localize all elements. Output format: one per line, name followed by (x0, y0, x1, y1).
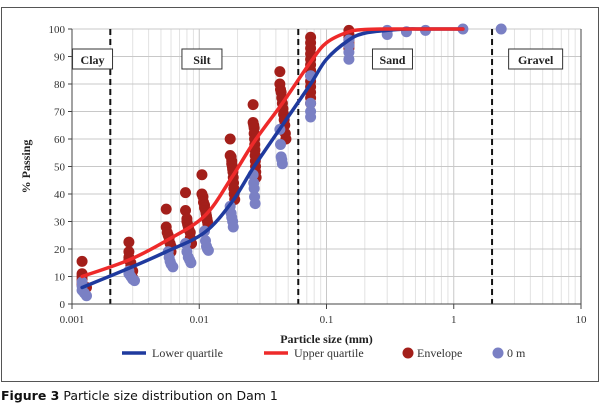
legend-dot-swatch (402, 347, 414, 359)
legend-item-lower-quartile: Lower quartile (122, 346, 223, 360)
data-point (129, 275, 141, 287)
legend-label: 0 m (507, 346, 526, 360)
zone-label-sand: Sand (371, 48, 413, 70)
zone-label-box (371, 48, 413, 70)
data-point (305, 111, 317, 123)
data-point (248, 183, 260, 194)
legend: Lower quartile Upper quartile Envelope 0 m (122, 346, 526, 360)
y-tick-label: 70 (54, 107, 66, 119)
data-point (274, 66, 286, 78)
series-upper-quartile-line (80, 27, 465, 279)
y-tick-label: 80 (54, 79, 66, 91)
y-tick-label: 10 (54, 272, 66, 284)
zone-label-text: Gravel (518, 53, 554, 67)
x-tick-label: 1 (451, 314, 457, 326)
grid (71, 28, 582, 305)
x-axis-title: Particle size (mm) (280, 332, 373, 346)
zone-label-box (508, 48, 564, 70)
data-point (224, 133, 236, 145)
figure-title: Particle size distribution on Dam 1 (63, 388, 278, 403)
legend-item-envelope: Envelope (402, 346, 462, 360)
legend-label: Upper quartile (294, 346, 364, 360)
data-point (196, 169, 208, 181)
zone-label-gravel: Gravel (508, 48, 564, 70)
zone-label-silt: Silt (181, 48, 223, 70)
x-tick-label: 0.1 (320, 314, 334, 326)
figure-number: Figure 3 (1, 388, 60, 403)
x-tick-label: 0.01 (190, 314, 209, 326)
y-tick-label: 90 (54, 52, 66, 64)
data-point (227, 221, 239, 233)
data-point (180, 205, 192, 216)
series-0-m (76, 23, 507, 302)
zone-label-box (181, 48, 223, 70)
zone-boundaries (109, 29, 494, 304)
figure-caption: Figure 3 Particle size distribution on D… (1, 388, 278, 403)
y-tick-label: 100 (49, 24, 66, 36)
legend-label: Lower quartile (152, 346, 223, 360)
data-point (185, 257, 197, 269)
data-point (276, 158, 288, 170)
legend-label: Envelope (417, 346, 462, 360)
data-point (343, 53, 355, 65)
y-tick-label: 0 (60, 299, 66, 311)
axes: 0 10 20 30 40 50 60 70 80 90 100 0.001 0.01 0.1 1 10 (49, 24, 588, 326)
y-tick-label: 20 (54, 244, 66, 256)
data-point (249, 198, 261, 210)
zone-label-text: Sand (379, 53, 405, 67)
zone-label-text: Clay (81, 53, 105, 67)
data-point (202, 244, 214, 256)
figure-frame: Clay Silt Sand Gravel 0 10 20 30 40 50 60 70 80 90 10… (1, 7, 599, 382)
y-axis-title: % Passing (19, 140, 33, 194)
data-point (160, 203, 172, 215)
data-point (180, 187, 192, 199)
zone-label-box (72, 48, 114, 70)
data-point (495, 23, 507, 35)
data-point (167, 261, 179, 273)
zone-label-text: Silt (193, 53, 210, 67)
y-tick-label: 30 (54, 217, 66, 229)
data-points (76, 23, 507, 302)
data-point (247, 99, 259, 111)
y-tick-label: 40 (54, 189, 66, 201)
legend-item-upper-quartile: Upper quartile (264, 346, 364, 360)
data-point (76, 255, 88, 267)
zone-label-clay: Clay (72, 48, 114, 70)
data-point (80, 290, 92, 302)
data-point (305, 97, 317, 109)
data-point (123, 236, 135, 248)
y-tick-label: 60 (54, 134, 66, 146)
quartile-lines (80, 27, 465, 290)
x-tick-label: 10 (576, 314, 588, 326)
x-tick-label: 0.001 (60, 314, 85, 326)
data-point (274, 139, 286, 150)
legend-dot-swatch (492, 347, 504, 359)
y-tick-label: 50 (54, 162, 66, 174)
zone-labels: Clay Silt Sand Gravel (72, 48, 564, 70)
particle-size-chart: Clay Silt Sand Gravel 010203040506070809010… (19, 23, 588, 360)
legend-item-0-m: 0 m (492, 346, 526, 360)
